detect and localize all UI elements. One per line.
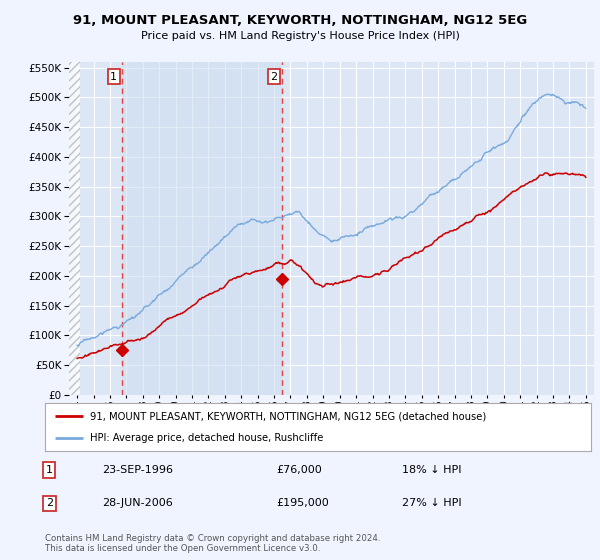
Text: 91, MOUNT PLEASANT, KEYWORTH, NOTTINGHAM, NG12 5EG (detached house): 91, MOUNT PLEASANT, KEYWORTH, NOTTINGHAM… — [90, 411, 486, 421]
Text: 2: 2 — [46, 498, 53, 508]
Text: £76,000: £76,000 — [276, 465, 322, 475]
Text: 1: 1 — [46, 465, 53, 475]
Bar — [122, 62, 282, 395]
Text: 18% ↓ HPI: 18% ↓ HPI — [402, 465, 461, 475]
Text: 1: 1 — [110, 72, 117, 82]
Text: HPI: Average price, detached house, Rushcliffe: HPI: Average price, detached house, Rush… — [90, 433, 323, 443]
Text: Contains HM Land Registry data © Crown copyright and database right 2024.
This d: Contains HM Land Registry data © Crown c… — [45, 534, 380, 553]
Text: 23-SEP-1996: 23-SEP-1996 — [102, 465, 173, 475]
Text: £195,000: £195,000 — [276, 498, 329, 508]
Text: Price paid vs. HM Land Registry's House Price Index (HPI): Price paid vs. HM Land Registry's House … — [140, 31, 460, 41]
Text: 91, MOUNT PLEASANT, KEYWORTH, NOTTINGHAM, NG12 5EG: 91, MOUNT PLEASANT, KEYWORTH, NOTTINGHAM… — [73, 14, 527, 27]
Text: 27% ↓ HPI: 27% ↓ HPI — [402, 498, 461, 508]
Bar — [69, 62, 80, 395]
Text: 2: 2 — [271, 72, 277, 82]
Text: 28-JUN-2006: 28-JUN-2006 — [102, 498, 173, 508]
